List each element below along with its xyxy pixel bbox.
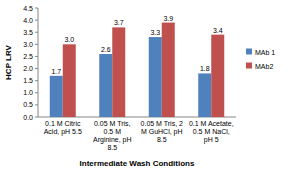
x-tick-label-line: 0.05 M Tris, xyxy=(94,120,131,127)
legend: MAb 1 MAb2 xyxy=(246,49,275,70)
x-tick-label: 0.1 M CitricAcid, pH 5.5 xyxy=(44,120,82,136)
data-label: 3.7 xyxy=(114,19,124,26)
x-tick-label-line: Acid, pH 5.5 xyxy=(44,128,82,136)
x-tick-label-line: 0.05 M Tris, 2 xyxy=(141,120,184,127)
bar xyxy=(63,44,76,117)
bar xyxy=(112,27,125,117)
data-label: 1.7 xyxy=(51,68,61,75)
x-tick-label-line: Arginine, pH xyxy=(93,136,132,144)
data-label: 1.8 xyxy=(200,65,210,72)
y-axis xyxy=(38,8,39,117)
chart: 0.00.51.01.52.02.53.03.54.04.51.72.63.31… xyxy=(0,0,300,171)
bar xyxy=(149,37,162,117)
y-tick-label: 3.5 xyxy=(23,29,33,36)
x-tick-label-line: 0.5 M xyxy=(103,128,121,135)
x-tick-label-line: 0.1 M Acetate, xyxy=(189,120,234,127)
x-tick-label-line: M GuHCl, pH xyxy=(141,128,183,136)
bar xyxy=(50,76,63,117)
y-tick-label: 3.0 xyxy=(23,41,33,48)
y-tick-label: 2.5 xyxy=(23,53,33,60)
bar xyxy=(211,35,224,117)
data-label: 3.3 xyxy=(150,29,160,36)
y-tick-label: 1.0 xyxy=(23,89,33,96)
legend-label: MAb2 xyxy=(255,63,273,70)
x-tick-label: 0.1 M Acetate,0.5 M NaCl,pH 5 xyxy=(189,120,234,144)
data-label: 3.9 xyxy=(163,15,173,22)
bar xyxy=(99,54,112,117)
y-axis-title: HCP LRV xyxy=(4,44,13,79)
data-labels: 1.7 2.6 3.3 1.8 3.0 3.7 3.9 3.4 xyxy=(51,15,222,75)
y-tick-label: 4.0 xyxy=(23,17,33,24)
legend-swatch xyxy=(246,49,252,55)
x-tick-label-line: 0.1 M Citric xyxy=(45,120,81,127)
data-label: 3.4 xyxy=(213,27,223,34)
x-tick-label: 0.05 M Tris, 2M GuHCl, pH8.5 xyxy=(141,120,184,143)
x-tick-label: 0.05 M Tris,0.5 MArginine, pH8.5 xyxy=(93,120,132,151)
bar xyxy=(198,73,211,117)
x-tick-label-line: pH 5 xyxy=(204,136,219,144)
x-axis-title: Intermediate Wash Conditions xyxy=(80,159,195,168)
y-tick-label: 1.5 xyxy=(23,77,33,84)
y-tick-label: 0.5 xyxy=(23,101,33,108)
bar xyxy=(162,23,175,117)
bars xyxy=(50,23,225,117)
y-tick-label: 4.5 xyxy=(23,5,33,12)
data-label: 2.6 xyxy=(101,46,111,53)
data-label: 3.0 xyxy=(64,36,74,43)
legend-label: MAb 1 xyxy=(255,49,275,56)
x-tick-label-line: 8.5 xyxy=(107,144,117,151)
y-tick-label: 0.0 xyxy=(23,114,33,121)
x-tick-label-line: 8.5 xyxy=(157,136,167,143)
x-tick-label-line: 0.5 M NaCl, xyxy=(193,128,230,135)
legend-swatch xyxy=(246,63,252,69)
y-tick-label: 2.0 xyxy=(23,65,33,72)
